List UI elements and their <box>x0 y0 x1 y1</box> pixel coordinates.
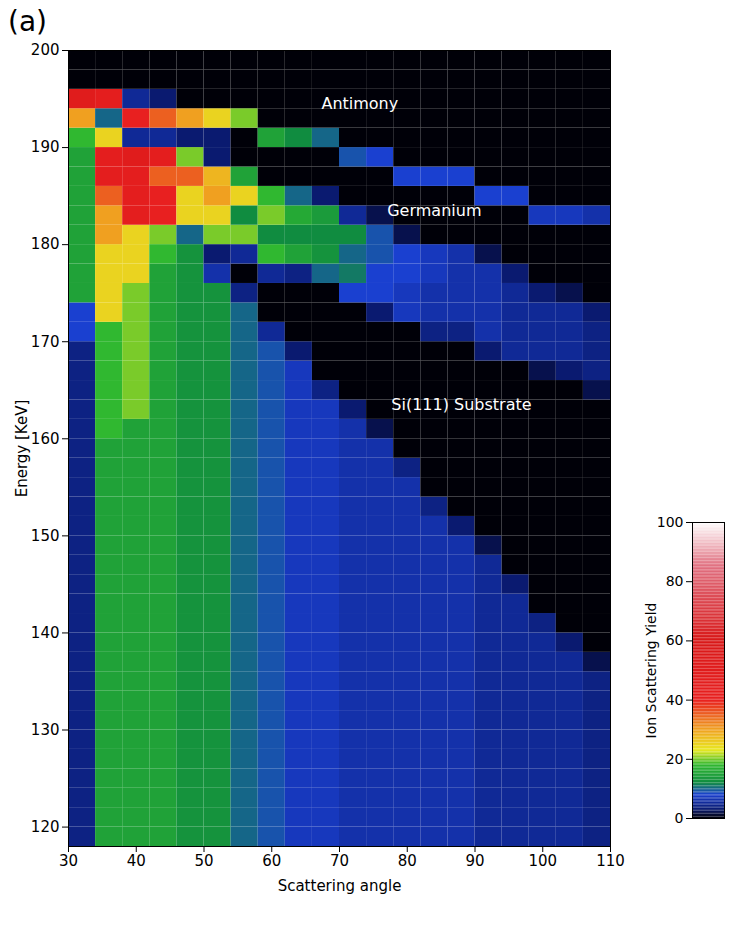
svg-text:20: 20 <box>666 751 684 767</box>
svg-text:100: 100 <box>528 852 557 870</box>
svg-text:120: 120 <box>31 818 60 836</box>
svg-text:Antimony: Antimony <box>321 94 398 113</box>
svg-text:110: 110 <box>596 852 625 870</box>
svg-text:170: 170 <box>31 333 60 351</box>
html-text:(a): (a) <box>8 5 47 38</box>
svg-text:200: 200 <box>31 41 60 59</box>
svg-text:50: 50 <box>194 852 213 870</box>
svg-text:60: 60 <box>262 852 281 870</box>
svg-text:60: 60 <box>666 632 684 648</box>
svg-text:80: 80 <box>398 852 417 870</box>
svg-text:30: 30 <box>59 852 78 870</box>
svg-text:100: 100 <box>657 514 684 530</box>
svg-text:150: 150 <box>31 527 60 545</box>
svg-text:90: 90 <box>465 852 484 870</box>
svg-text:190: 190 <box>31 138 60 156</box>
svg-text:0: 0 <box>675 810 684 826</box>
svg-text:180: 180 <box>31 235 60 253</box>
svg-text:70: 70 <box>330 852 349 870</box>
svg-text:Scattering angle: Scattering angle <box>278 877 402 895</box>
svg-text:40: 40 <box>666 692 684 708</box>
svg-text:80: 80 <box>666 573 684 589</box>
svg-text:130: 130 <box>31 721 60 739</box>
svg-text:Energy [KeV]: Energy [KeV] <box>13 400 31 498</box>
svg-text:Si(111) Substrate: Si(111) Substrate <box>391 395 531 414</box>
svg-text:140: 140 <box>31 624 60 642</box>
svg-text:Germanium: Germanium <box>387 201 481 220</box>
svg-text:Ion Scattering Yield: Ion Scattering Yield <box>643 603 659 739</box>
svg-text:40: 40 <box>127 852 146 870</box>
svg-text:160: 160 <box>31 430 60 448</box>
